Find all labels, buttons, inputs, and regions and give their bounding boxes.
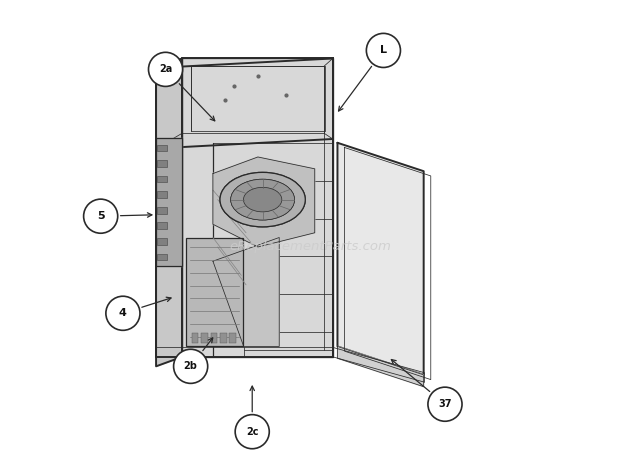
Bar: [157, 191, 167, 198]
Polygon shape: [213, 238, 279, 346]
Text: L: L: [380, 46, 387, 56]
Polygon shape: [156, 58, 182, 366]
Polygon shape: [182, 58, 333, 357]
Circle shape: [428, 387, 462, 421]
Bar: [157, 176, 167, 182]
Ellipse shape: [231, 179, 294, 220]
Text: 2a: 2a: [159, 65, 172, 75]
Polygon shape: [156, 138, 182, 266]
Ellipse shape: [220, 172, 305, 227]
Bar: [157, 207, 167, 214]
Bar: [229, 333, 236, 342]
Circle shape: [149, 52, 183, 86]
Circle shape: [106, 296, 140, 330]
Ellipse shape: [231, 179, 294, 220]
Circle shape: [366, 33, 401, 67]
Text: 4: 4: [119, 308, 127, 318]
Circle shape: [84, 199, 118, 233]
Polygon shape: [337, 346, 423, 387]
Polygon shape: [213, 157, 315, 247]
Circle shape: [174, 349, 208, 383]
Text: 2b: 2b: [184, 361, 198, 371]
Bar: [157, 238, 167, 245]
Ellipse shape: [244, 187, 282, 212]
Bar: [186, 238, 243, 346]
Circle shape: [235, 415, 269, 449]
Text: eReplacementParts.com: eReplacementParts.com: [229, 240, 391, 254]
Text: 37: 37: [438, 399, 452, 409]
Bar: [157, 222, 167, 229]
Polygon shape: [337, 143, 423, 375]
Bar: [201, 333, 208, 342]
Ellipse shape: [220, 172, 305, 227]
Bar: [157, 145, 167, 152]
Bar: [157, 160, 167, 167]
Bar: [211, 333, 217, 342]
Bar: [220, 333, 227, 342]
Bar: [192, 333, 198, 342]
Bar: [157, 254, 167, 260]
Text: 2c: 2c: [246, 427, 259, 437]
Text: 5: 5: [97, 211, 105, 221]
